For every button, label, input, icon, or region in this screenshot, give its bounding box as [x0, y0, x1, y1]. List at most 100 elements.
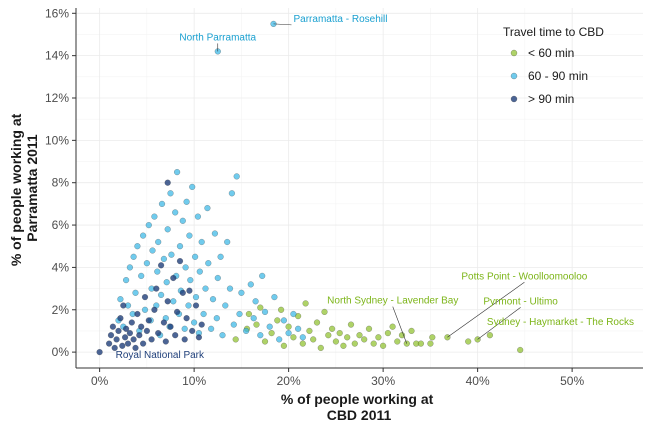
- data-point: [274, 317, 281, 324]
- data-point: [306, 327, 313, 335]
- data-point: [160, 319, 168, 326]
- data-point: [117, 315, 124, 322]
- x-tick-label: 40%: [466, 374, 490, 388]
- data-point: [162, 338, 169, 345]
- data-point: [370, 340, 377, 347]
- data-points: [96, 20, 524, 356]
- data-point: [247, 281, 254, 288]
- data-point: [325, 332, 332, 339]
- data-point: [143, 327, 151, 335]
- data-point: [155, 238, 162, 246]
- data-point: [257, 304, 264, 311]
- y-tick-label: 8%: [52, 176, 70, 190]
- x-tick-label: 10%: [182, 374, 206, 388]
- grid-lines: [76, 8, 643, 368]
- data-point: [183, 315, 190, 322]
- y-axis-ticks: 0% 2% 4% 6% 8% 10% 12% 14% 16%: [45, 6, 76, 359]
- data-point: [176, 257, 184, 265]
- data-point: [148, 336, 155, 343]
- data-point: [139, 340, 147, 347]
- y-tick-label: 14%: [45, 49, 69, 63]
- data-point: [361, 336, 368, 343]
- data-point: [173, 168, 181, 176]
- data-point: [189, 183, 196, 191]
- data-point: [261, 338, 269, 345]
- data-point: [214, 274, 221, 282]
- data-point: [294, 325, 302, 332]
- data-point: [217, 253, 224, 260]
- data-point: [356, 332, 363, 339]
- y-axis-title-line-1: % of people working at: [8, 113, 24, 266]
- data-point: [222, 302, 229, 309]
- data-point: [181, 325, 188, 332]
- data-point: [340, 342, 347, 349]
- data-point: [299, 340, 306, 347]
- data-point: [196, 268, 203, 275]
- data-point: [486, 332, 494, 339]
- data-point: [328, 325, 336, 332]
- y-tick-label: 10%: [45, 133, 69, 147]
- data-point: [134, 243, 141, 250]
- data-point: [192, 293, 200, 301]
- data-point: [379, 342, 387, 349]
- data-point: [232, 336, 239, 343]
- data-point: [132, 344, 139, 352]
- data-point: [290, 334, 297, 341]
- data-point: [321, 308, 328, 316]
- data-point: [149, 247, 156, 254]
- y-tick-label: 16%: [45, 6, 69, 20]
- legend: Travel time to CBD < 60 min 60 - 90 min …: [503, 25, 604, 106]
- series-group: [115, 20, 306, 343]
- x-tick-label: 20%: [277, 374, 301, 388]
- data-point: [238, 289, 245, 296]
- data-point: [153, 285, 160, 292]
- data-point: [280, 317, 288, 324]
- data-point: [394, 338, 401, 345]
- data-point: [168, 251, 175, 258]
- y-tick-label: 0%: [52, 345, 70, 359]
- data-point: [195, 334, 203, 341]
- data-point: [160, 255, 168, 263]
- data-point: [408, 327, 415, 335]
- data-point: [187, 276, 194, 284]
- legend-title: Travel time to CBD: [503, 25, 604, 39]
- data-point: [119, 342, 126, 349]
- data-point: [384, 329, 392, 337]
- x-tick-label: 30%: [371, 374, 395, 388]
- data-point: [236, 310, 243, 318]
- legend-label-gt90: > 90 min: [528, 92, 574, 106]
- data-point: [122, 325, 130, 332]
- data-point: [299, 334, 306, 341]
- data-point: [190, 319, 198, 326]
- data-point: [226, 285, 234, 292]
- data-point: [151, 213, 158, 220]
- data-point: [192, 302, 200, 309]
- data-point: [111, 344, 118, 352]
- data-point: [209, 296, 217, 303]
- data-point: [252, 298, 259, 305]
- data-point: [347, 321, 355, 328]
- data-point: [517, 346, 524, 354]
- data-point: [233, 173, 240, 180]
- data-point: [313, 319, 321, 326]
- data-point: [183, 198, 190, 205]
- plot-panel: [76, 8, 643, 368]
- data-point: [219, 332, 226, 339]
- data-point: [176, 243, 184, 250]
- data-point: [186, 287, 193, 294]
- data-point: [261, 308, 269, 316]
- annotation-leader: [477, 307, 521, 340]
- data-point: [105, 340, 113, 347]
- data-point: [138, 323, 145, 330]
- data-point: [277, 306, 285, 313]
- data-point: [224, 238, 231, 246]
- point-annotation: Royal National Park: [116, 350, 205, 361]
- data-point: [164, 298, 171, 305]
- data-point: [107, 332, 115, 339]
- data-point: [128, 319, 135, 326]
- data-point: [134, 310, 141, 318]
- data-point: [250, 315, 257, 322]
- data-point: [186, 232, 193, 239]
